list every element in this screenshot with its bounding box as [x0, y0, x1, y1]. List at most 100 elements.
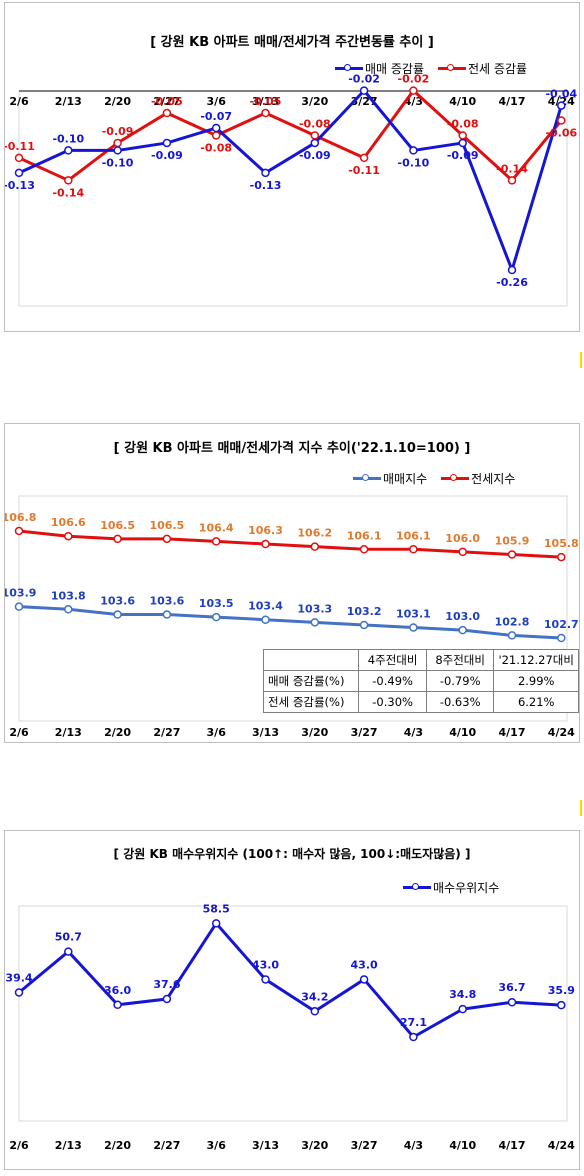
data-point: [211, 123, 221, 133]
data-label: 106.5: [100, 519, 135, 532]
data-point: [557, 101, 566, 110]
data-label: 106.6: [51, 516, 86, 529]
legend-line-blue: [353, 474, 381, 481]
table-header: 4주전대비: [358, 649, 427, 671]
data-label: 103.2: [347, 605, 382, 618]
x-tick-label: 3/6: [207, 95, 227, 108]
legend-label-jeonse: 전세 증감률: [468, 62, 528, 76]
data-label: 103.1: [396, 608, 431, 621]
x-tick-label: 3/27: [351, 726, 378, 739]
data-point: [359, 620, 369, 630]
data-label: 106.4: [199, 521, 234, 534]
data-label: -0.04: [545, 88, 577, 101]
data-point: [113, 146, 122, 155]
data-point: [310, 1007, 320, 1016]
data-point: [507, 997, 517, 1007]
table-header: 8주전대비: [425, 649, 495, 671]
data-point: [359, 153, 369, 163]
data-label: 106.5: [150, 519, 185, 532]
data-label: 36.7: [498, 981, 525, 994]
data-point: [113, 138, 122, 148]
data-label: 106.3: [248, 524, 283, 537]
data-label: -0.14: [52, 186, 84, 199]
data-label: 36.0: [104, 984, 131, 997]
data-label: -0.02: [348, 73, 380, 86]
data-label: 105.8: [544, 537, 579, 550]
data-point: [261, 975, 270, 984]
data-label: 43.0: [351, 958, 378, 971]
data-point: [359, 545, 369, 554]
data-point: [409, 545, 418, 554]
x-tick-label: 2/27: [153, 1139, 180, 1152]
data-label: 103.9: [5, 587, 36, 600]
data-label: 105.9: [495, 534, 530, 547]
x-tick-label: 3/6: [207, 726, 227, 739]
legend-item-jeonse: 전세 증감률: [438, 60, 527, 77]
data-point: [14, 988, 24, 997]
legend-line-blue: [335, 64, 363, 71]
x-tick-label: 3/20: [301, 726, 328, 739]
legend-line-red: [441, 474, 470, 481]
data-label: 50.7: [55, 931, 82, 944]
data-point: [557, 633, 566, 643]
decorative-marker: [580, 352, 582, 368]
data-point: [409, 1032, 418, 1042]
x-tick-label: 3/20: [301, 95, 328, 108]
buyer-index-chart-panel: 2/6 2/13 2/20 2/27 3/6 3/13 3/20 3/27 4/3 4/10 4/1…: [4, 830, 580, 1170]
x-tick-label: 2/13: [55, 726, 82, 739]
x-tick-label: 4/17: [499, 95, 526, 108]
data-point: [162, 994, 172, 1004]
data-label: -0.07: [200, 110, 232, 123]
data-point: [64, 176, 73, 185]
data-point: [113, 534, 122, 544]
x-tick-label: 2/13: [55, 95, 82, 108]
table-header-row: 4주전대비 8주전대비 '21.12.27대비: [262, 649, 579, 671]
data-point: [162, 610, 172, 619]
data-label: -0.10: [398, 156, 430, 169]
legend-item-sale: 매매 증감률: [335, 60, 424, 77]
data-label: -0.14: [496, 162, 528, 175]
data-point: [14, 153, 24, 163]
data-label: -0.05: [151, 95, 183, 108]
x-tick-label: 3/13: [252, 1139, 279, 1152]
data-label: 106.1: [396, 529, 431, 542]
legend-item-buyer-index: 매수우위지수: [403, 879, 499, 896]
data-label: 27.1: [400, 1016, 427, 1029]
data-point: [64, 146, 73, 155]
table-row-label: 전세 증감률(%): [262, 691, 360, 713]
data-point: [458, 547, 467, 557]
data-point: [557, 116, 566, 125]
x-tick-label: 4/24: [548, 1139, 575, 1152]
buyer-index-legend: 매수우위지수: [403, 879, 499, 896]
data-point: [14, 526, 24, 536]
change-summary-table: 4주전대비 8주전대비 '21.12.27대비 매매 증감률(%) -0.49%…: [262, 649, 579, 713]
data-label: -0.06: [545, 127, 577, 140]
data-label: -0.09: [102, 125, 134, 138]
table-cell: -0.30%: [358, 691, 427, 713]
data-label: -0.10: [52, 132, 84, 145]
index-chart-title: [ 강원 KB 아파트 매매/전세가격 지수 추이('22.1.10=100) …: [113, 441, 471, 456]
data-point: [310, 542, 320, 551]
buyer-index-chart-title: [ 강원 KB 매수우위지수 (100↑: 매수자 많음, 100↓:매도자많음…: [113, 847, 471, 861]
data-point: [211, 919, 221, 928]
data-label: 37.6: [153, 978, 180, 991]
data-label: 102.8: [495, 615, 530, 628]
data-point: [64, 947, 73, 956]
data-label: 103.5: [199, 597, 234, 610]
data-label: -0.10: [102, 156, 134, 169]
x-tick-label: 4/17: [499, 726, 526, 739]
data-label: 106.0: [445, 532, 480, 545]
data-label: -0.11: [348, 164, 380, 177]
table-corner: [262, 649, 360, 671]
weekly-change-chart-title: [ 강원 KB 아파트 매매/전세가격 주간변동률 추이 ]: [150, 35, 434, 50]
data-label: -0.08: [299, 117, 331, 130]
table-row: 매매 증감률(%) -0.49% -0.79% 2.99%: [262, 670, 579, 692]
data-label: -0.08: [200, 141, 232, 154]
data-label: -0.09: [447, 149, 479, 162]
x-tick-label: 4/3: [404, 1139, 423, 1152]
data-label: -0.05: [250, 95, 282, 108]
data-point: [261, 168, 270, 178]
x-tick-label: 2/27: [153, 95, 180, 108]
data-label: -0.11: [5, 140, 35, 153]
data-label: 103.3: [297, 602, 332, 615]
